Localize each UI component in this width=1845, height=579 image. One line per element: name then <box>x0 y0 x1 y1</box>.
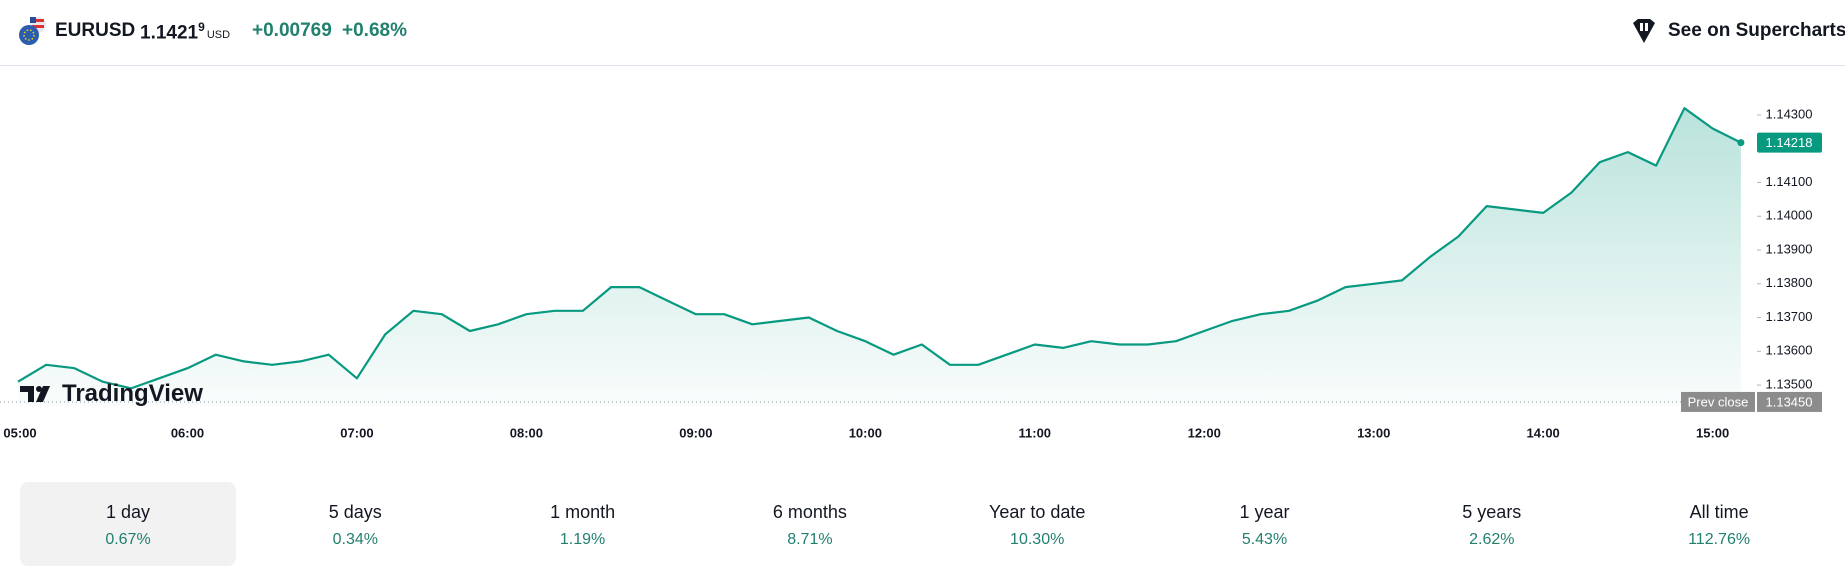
period-label: 5 days <box>328 502 382 522</box>
period-label: 1 year <box>1239 502 1290 522</box>
period-tab[interactable]: Year to date 10.30% <box>929 482 1145 566</box>
y-tick-label: 1.14100 <box>1766 174 1813 189</box>
x-tick-label: 07:00 <box>340 425 373 440</box>
y-tick-label: 1.13500 <box>1766 377 1813 392</box>
y-tick-label: 1.13900 <box>1766 241 1813 256</box>
period-tabs: 1 day 0.67% 5 days 0.34% 1 month 1.19% 6 month… <box>20 482 1840 566</box>
period-label: 1 month <box>550 502 616 522</box>
button-icon <box>1633 19 1655 43</box>
period-change: 0.67% <box>105 531 151 548</box>
x-tick-label: 10:00 <box>849 425 882 440</box>
price-main: 1.1421 <box>140 22 199 44</box>
period-label: 5 years <box>1462 502 1522 522</box>
y-tick-label: 1.14000 <box>1766 208 1813 223</box>
x-tick-label: 13:00 <box>1357 425 1390 440</box>
x-tick-label: 09:00 <box>679 425 712 440</box>
y-tick-label: 1.13700 <box>1766 309 1813 324</box>
period-change: 112.76% <box>1688 531 1751 548</box>
last-point <box>1737 139 1745 147</box>
price-sup: 9 <box>198 20 205 34</box>
period-tab[interactable]: 1 year 5.43% <box>1157 482 1373 566</box>
button-label: See on Supercharts <box>1668 20 1845 41</box>
period-label: All time <box>1689 502 1749 522</box>
period-tab[interactable]: 1 day 0.67% <box>20 482 236 566</box>
x-tick-label: 06:00 <box>171 425 204 440</box>
watermark-logo <box>20 386 50 402</box>
symbol: EURUSD <box>55 20 136 41</box>
x-tick-label: 05:00 <box>3 425 36 440</box>
period-change: 1.19% <box>559 531 606 548</box>
x-tick-label: 08:00 <box>510 425 543 440</box>
period-change: 10.30% <box>1010 531 1065 548</box>
period-tab[interactable]: All time 112.76% <box>1611 482 1827 566</box>
period-label: 6 months <box>772 502 847 522</box>
header: EURUSD 1.14219USD +0.00769 +0.68% See on… <box>0 0 1845 66</box>
y-tick-label: 1.14300 <box>1766 106 1813 121</box>
last-price-label: 1.14218 <box>1766 135 1813 150</box>
change: +0.00769 <box>252 20 332 41</box>
price: 1.14219USD <box>140 20 230 44</box>
period-tab[interactable]: 5 years 2.62% <box>1384 482 1600 566</box>
last-price-tag <box>1757 132 1822 153</box>
supercharts-button[interactable]: See on Supercharts <box>1630 14 1845 48</box>
price-line <box>17 107 1742 390</box>
x-tick-label: 14:00 <box>1527 425 1560 440</box>
change-percent: +0.68% <box>342 20 407 41</box>
x-tick-label: 12:00 <box>1188 425 1221 440</box>
period-change: 8.71% <box>787 531 833 548</box>
prev-close-value-tag <box>1757 391 1822 412</box>
watermark-text: TradingView <box>62 380 203 407</box>
x-tick-label: 11:00 <box>1019 425 1052 440</box>
period-tab[interactable]: 1 month 1.19% <box>475 482 691 566</box>
x-tick-label: 15:00 <box>1696 425 1729 440</box>
period-change: 0.34% <box>332 531 378 548</box>
period-tab[interactable]: 6 months 8.71% <box>702 482 918 566</box>
prev-close-label: 1.13450 <box>1766 394 1813 409</box>
period-label: 1 day <box>105 502 151 522</box>
period-tab[interactable]: 5 days 0.34% <box>247 482 463 566</box>
y-tick-label: 1.13800 <box>1766 275 1813 290</box>
area-fill <box>18 108 1741 406</box>
currency: USD <box>206 29 231 42</box>
watermark: TradingView <box>20 380 203 408</box>
symbol-icon <box>19 17 46 45</box>
prev-close-name: Prev close <box>1688 394 1749 409</box>
period-change: 2.62% <box>1469 531 1515 548</box>
prev-close-tag <box>1681 391 1755 412</box>
y-tick-label: 1.13600 <box>1766 343 1813 358</box>
period-change: 5.43% <box>1241 531 1288 548</box>
period-label: Year to date <box>988 502 1086 522</box>
